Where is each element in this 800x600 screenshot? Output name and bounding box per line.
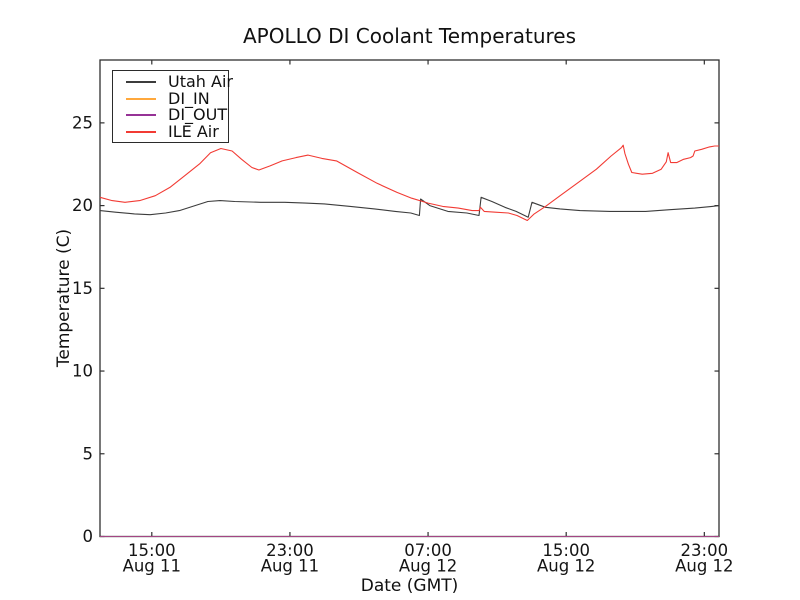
y-axis-label: Temperature (C) [54, 228, 74, 368]
x-tick-label-date: Aug 12 [675, 557, 733, 576]
legend-entry-di-out: DI_OUT [113, 105, 228, 124]
legend-entry-utah-air: Utah Air [113, 73, 233, 91]
legend-label: DI_OUT [168, 105, 228, 124]
legend-swatch [126, 130, 156, 133]
x-tick-label-time: 15:00 [542, 541, 590, 560]
legend-swatch [126, 114, 156, 117]
x-axis-label: Date (GMT) [360, 576, 459, 596]
series-line-utah-air [99, 196, 720, 218]
x-tick-label-time: 23:00 [681, 541, 729, 560]
x-tick-label-time: 07:00 [404, 541, 452, 560]
y-tick-label: 0 [83, 527, 94, 546]
x-tick-label-date: Aug 12 [399, 557, 457, 576]
legend-label: ILE Air [168, 121, 219, 141]
x-tick-label-date: Aug 11 [123, 557, 181, 576]
legend-entry-ile-air: ILE Air [113, 121, 228, 141]
x-tick-label-time: 15:00 [128, 541, 176, 560]
y-tick-label: 10 [72, 362, 93, 381]
y-tick-label: 20 [72, 196, 93, 215]
x-tick-label-time: 23:00 [266, 541, 314, 560]
legend: Utah Air DI_IN DI_OUT ILE Air [112, 70, 233, 143]
y-tick-label: 5 [83, 444, 94, 463]
chart-title: APOLLO DI Coolant Temperatures [242, 24, 577, 48]
y-tick-label: 25 [72, 113, 93, 132]
legend-label: DI_IN [168, 88, 210, 108]
series-line-ile-air [99, 144, 719, 222]
x-tick-label-date: Aug 11 [261, 557, 319, 576]
legend-swatch [126, 97, 156, 100]
legend-label: Utah Air [168, 72, 233, 91]
legend-swatch [126, 81, 156, 84]
x-tick-label-date: Aug 12 [537, 557, 595, 576]
y-tick-label: 15 [72, 279, 93, 298]
legend-entry-di-in: DI_IN [113, 88, 228, 108]
